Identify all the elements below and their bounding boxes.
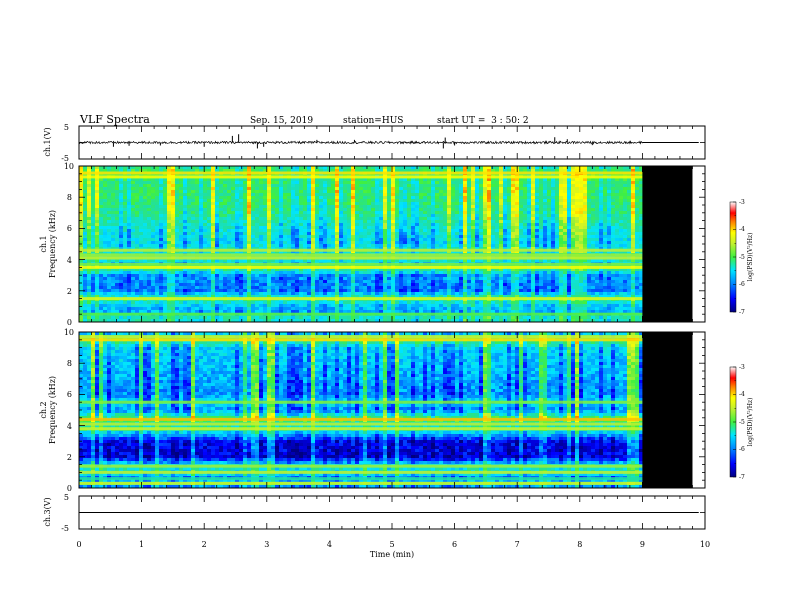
xtick-label: 5 bbox=[389, 540, 394, 549]
ytick-label: 8 bbox=[67, 359, 72, 368]
xtick-label: 8 bbox=[577, 540, 582, 549]
colorbar-ch1: -3 -4 -5 -6 -7 log(PSD)(V²/Hz) bbox=[729, 199, 754, 316]
panel-waveform-ch3: 5 -5 ch.3(V) 0 1 2 3 4 5 6 7 8 9 10 Time (min) bbox=[43, 493, 710, 559]
header-station: station=HUS bbox=[343, 116, 403, 126]
colorbar-ticks bbox=[733, 366, 736, 478]
colorbar-tick: -3 bbox=[739, 364, 745, 371]
colorbar-tick: -7 bbox=[739, 474, 745, 481]
colorbar-tick: -5 bbox=[739, 254, 745, 261]
spectrogram-ch1-image bbox=[79, 166, 693, 323]
xtick-label: 9 bbox=[640, 540, 645, 549]
panel-waveform-ch1: 5 -5 ch.1(V) bbox=[43, 123, 706, 163]
xtick-label: 1 bbox=[139, 540, 144, 549]
panel-spectrogram-ch2: 0 2 4 6 8 10 ch.2Frequency (kHz) bbox=[39, 328, 706, 493]
ytick-label: 6 bbox=[67, 390, 72, 399]
colorbar-ch2: -3 -4 -5 -6 -7 log(PSD)(V²/Hz) bbox=[729, 364, 754, 481]
ytick-label: 2 bbox=[67, 453, 72, 462]
spectrogram-ch2-image bbox=[79, 332, 693, 489]
panel-spectrogram-ch1: 0 2 4 6 8 10 ch.1Frequency (kHz) bbox=[39, 162, 706, 327]
xtick-label: 3 bbox=[264, 540, 269, 549]
ytick-label: 8 bbox=[67, 193, 72, 202]
xtick-label: 10 bbox=[700, 540, 710, 549]
ytick-label: 4 bbox=[67, 256, 72, 265]
waveform-ch3-ticks bbox=[78, 496, 706, 529]
waveform-ch3-trace bbox=[79, 495, 705, 530]
header-start-ut: start UT = 3 : 50: 2 bbox=[437, 116, 529, 126]
xtick-label: 0 bbox=[76, 540, 81, 549]
ytick-label: 2 bbox=[67, 287, 72, 296]
spectrogram-ch2-ticks bbox=[78, 331, 706, 489]
ytick-label: 0 bbox=[67, 318, 72, 327]
colorbar-label: log(PSD)(V²/Hz) bbox=[747, 398, 754, 447]
colorbar-label: log(PSD)(V²/Hz) bbox=[747, 233, 754, 282]
ytick-label: 4 bbox=[67, 422, 72, 431]
waveform-ch1-ticks bbox=[78, 126, 706, 159]
xtick-label: 6 bbox=[452, 540, 457, 549]
ytick-label: 6 bbox=[67, 224, 72, 233]
ytick-label: -5 bbox=[61, 154, 69, 163]
colorbar-tick: -7 bbox=[739, 309, 745, 316]
ylabel-ch1-spec: ch.1Frequency (kHz) bbox=[39, 210, 57, 278]
xtick-label: 4 bbox=[327, 540, 332, 549]
xtick-label: 7 bbox=[515, 540, 520, 549]
colorbar-tick: -3 bbox=[739, 199, 745, 206]
colorbar-tick: -6 bbox=[739, 446, 745, 453]
ylabel-ch2-spec: ch.2Frequency (kHz) bbox=[39, 376, 57, 444]
spectrogram-ch1-ticks bbox=[78, 165, 706, 323]
ytick-label: 10 bbox=[64, 328, 74, 337]
xtick-labels: 0 1 2 3 4 5 6 7 8 9 10 bbox=[76, 540, 710, 549]
ytick-label: -5 bbox=[61, 524, 69, 533]
figure-title: VLF Spectra bbox=[79, 113, 150, 126]
ytick-label: 0 bbox=[67, 484, 72, 493]
colorbar-tick: -4 bbox=[739, 391, 745, 398]
colorbar-ticks bbox=[733, 201, 736, 313]
header-date: Sep. 15, 2019 bbox=[250, 116, 313, 126]
colorbar-tick: -6 bbox=[739, 281, 745, 288]
waveform-ch1-trace bbox=[78, 125, 705, 160]
colorbar-tick: -4 bbox=[739, 226, 745, 233]
ytick-label: 10 bbox=[64, 162, 74, 171]
ylabel-ch1-wave: ch.1(V) bbox=[43, 127, 52, 156]
ytick-label: 5 bbox=[64, 493, 69, 502]
ylabel-ch3-wave: ch.3(V) bbox=[43, 497, 52, 526]
xtick-label: 2 bbox=[202, 540, 207, 549]
colorbar-tick: -5 bbox=[739, 419, 745, 426]
ytick-label: 5 bbox=[64, 123, 69, 132]
xlabel: Time (min) bbox=[370, 550, 414, 559]
